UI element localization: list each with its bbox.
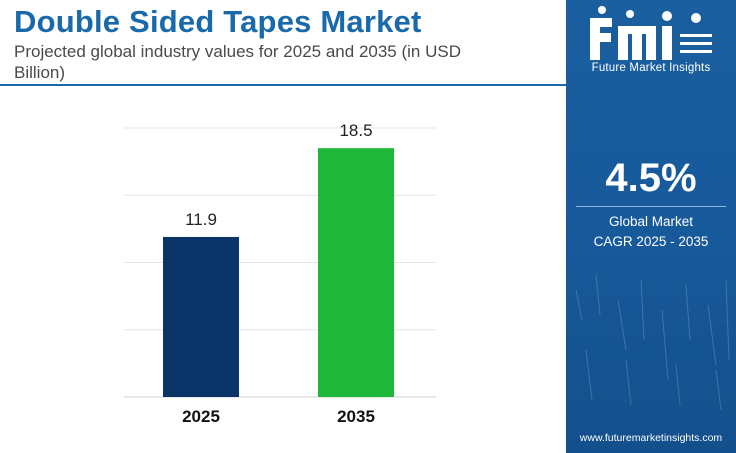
data-label-2025: 11.9 — [185, 210, 217, 229]
cagr-divider — [576, 206, 726, 207]
decorative-texture — [575, 274, 730, 411]
cagr-label-line1: Global Market — [608, 214, 694, 229]
page-title: Double Sided Tapes Market — [14, 4, 422, 39]
data-label-2035: 18.5 — [339, 121, 372, 140]
logo-wordmark: Future Market Insights — [591, 62, 711, 74]
bar-2035 — [318, 148, 394, 397]
fmi-logo-icon — [590, 6, 712, 60]
bar-2025 — [163, 236, 239, 397]
cagr-value: 4.5% — [605, 156, 697, 200]
chart-labels: 11.9 2025 18.5 2035 — [182, 121, 375, 426]
page-subtitle: Projected global industry values for 202… — [14, 42, 461, 82]
chart-bars — [163, 148, 394, 397]
cagr-label-line2: CAGR 2025 - 2035 — [593, 234, 709, 249]
website-url[interactable]: www.futuremarketinsights.com — [579, 432, 723, 444]
cagr-label: Global Market CAGR 2025 - 2035 — [566, 212, 736, 252]
side-panel: Future Market Insights 4.5% Global Marke… — [566, 0, 736, 453]
bar-chart: 11.9 2025 18.5 2035 — [124, 121, 436, 426]
x-tick-label-2025: 2025 — [182, 407, 220, 426]
x-tick-label-2035: 2035 — [337, 407, 375, 426]
header-divider — [0, 84, 566, 86]
